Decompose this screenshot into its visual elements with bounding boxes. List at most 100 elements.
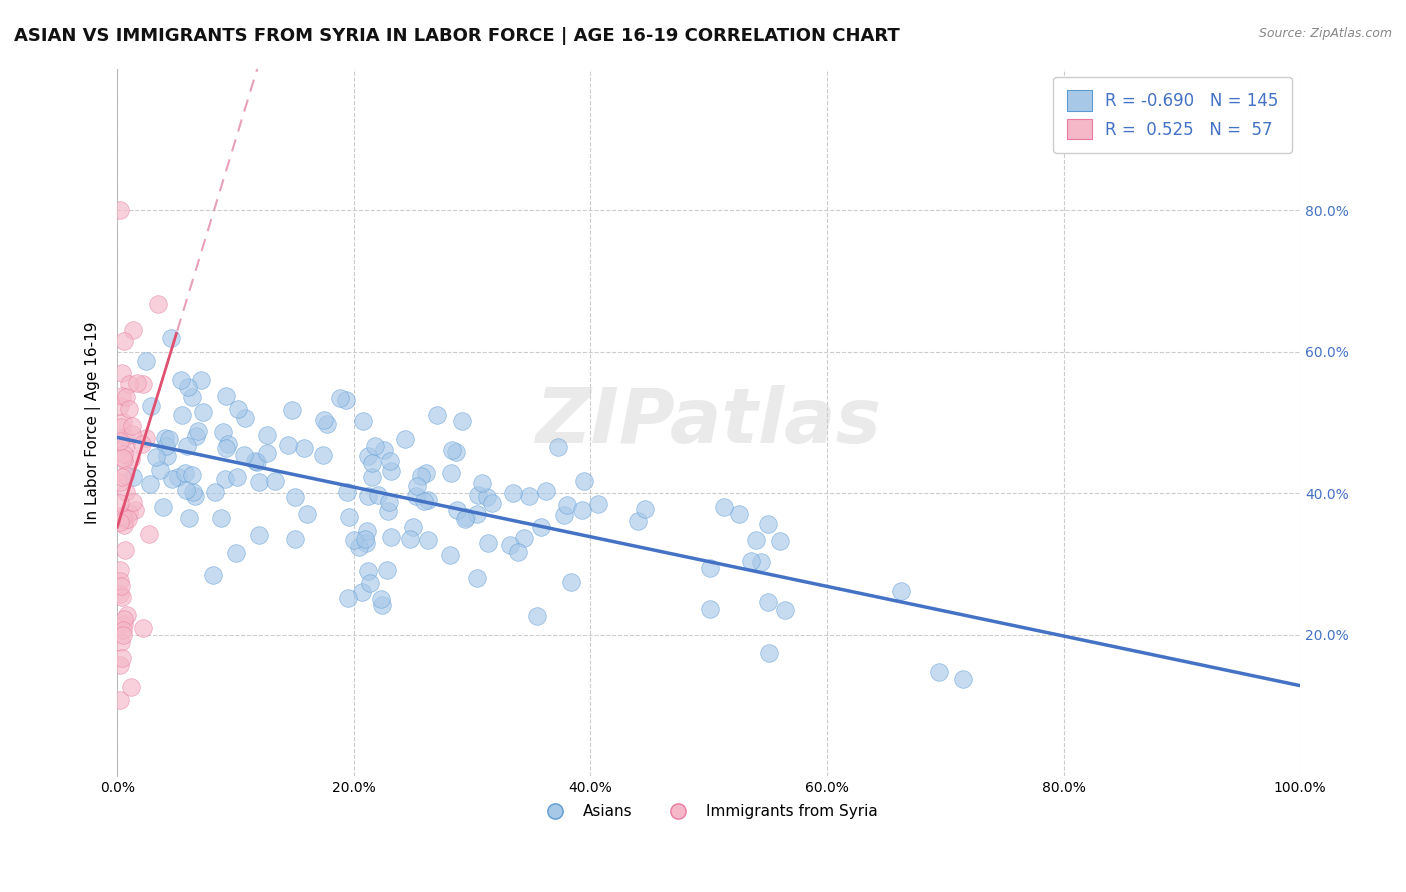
Point (699, 560, 721, 574)
Point (114, 467, 136, 482)
Point (634, 501, 657, 516)
Point (138, 527, 160, 541)
Point (120, 452, 142, 467)
Point (176, 439, 198, 453)
Point (337, 510, 360, 524)
Point (547, 440, 569, 454)
Point (243, 454, 266, 468)
Point (354, 532, 377, 546)
Point (405, 490, 427, 504)
Point (108, 574, 131, 588)
Point (361, 469, 384, 483)
Point (256, 428, 278, 442)
Point (377, 563, 399, 577)
Point (125, 376, 148, 390)
Point (146, 297, 169, 311)
Point (156, 449, 179, 463)
Point (456, 509, 478, 524)
Point (121, 495, 143, 509)
Point (758, 646, 780, 660)
Point (361, 456, 384, 470)
Point (132, 377, 155, 392)
Point (571, 502, 593, 516)
Point (555, 498, 578, 512)
Point (740, 554, 762, 568)
Point (108, 475, 131, 489)
Point (247, 475, 270, 490)
Point (356, 449, 378, 463)
Point (471, 475, 494, 490)
Point (132, 622, 155, 636)
Point (295, 507, 318, 521)
Point (364, 439, 387, 453)
Point (343, 533, 366, 547)
Point (179, 510, 201, 524)
Point (108, 657, 131, 672)
Point (572, 475, 595, 489)
Point (149, 463, 172, 477)
Point (312, 413, 335, 427)
Point (111, 590, 134, 604)
Point (350, 585, 373, 599)
Point (284, 490, 307, 504)
Point (586, 497, 609, 511)
Point (409, 468, 432, 483)
Point (153, 431, 176, 445)
Point (357, 490, 380, 504)
Point (114, 484, 136, 499)
Point (108, 515, 131, 529)
Point (183, 485, 205, 500)
Point (352, 414, 374, 428)
Point (226, 469, 249, 483)
Point (204, 485, 226, 500)
Point (380, 531, 402, 545)
Point (316, 417, 339, 432)
Point (108, 693, 131, 707)
Point (209, 511, 232, 525)
Point (202, 568, 225, 582)
Point (115, 608, 138, 623)
Point (114, 438, 136, 452)
Point (166, 470, 188, 484)
Point (139, 399, 162, 413)
Point (112, 415, 135, 429)
Point (152, 500, 174, 515)
Point (187, 424, 209, 438)
Text: ZIPatlas: ZIPatlas (536, 385, 882, 459)
Point (124, 502, 146, 516)
Point (413, 493, 436, 508)
Point (329, 391, 352, 405)
Point (112, 453, 135, 467)
Point (502, 486, 524, 500)
Point (112, 450, 135, 465)
Point (177, 379, 200, 393)
Point (728, 508, 751, 522)
Point (108, 563, 131, 577)
Point (114, 513, 136, 527)
Point (118, 507, 141, 521)
Point (111, 628, 134, 642)
Point (215, 389, 238, 403)
Point (378, 454, 401, 468)
Point (713, 500, 735, 515)
Point (439, 548, 461, 562)
Point (162, 472, 184, 486)
Point (228, 401, 250, 416)
Point (477, 535, 499, 549)
Point (284, 532, 307, 546)
Point (174, 466, 197, 480)
Point (115, 390, 138, 404)
Point (111, 367, 134, 381)
Point (371, 598, 394, 612)
Point (110, 509, 132, 524)
Point (174, 483, 197, 497)
Point (246, 455, 269, 469)
Point (446, 503, 468, 517)
Point (405, 478, 427, 492)
Point (335, 393, 357, 408)
Point (281, 402, 304, 417)
Point (467, 571, 489, 585)
Point (120, 680, 142, 694)
Point (264, 475, 287, 489)
Point (212, 425, 235, 440)
